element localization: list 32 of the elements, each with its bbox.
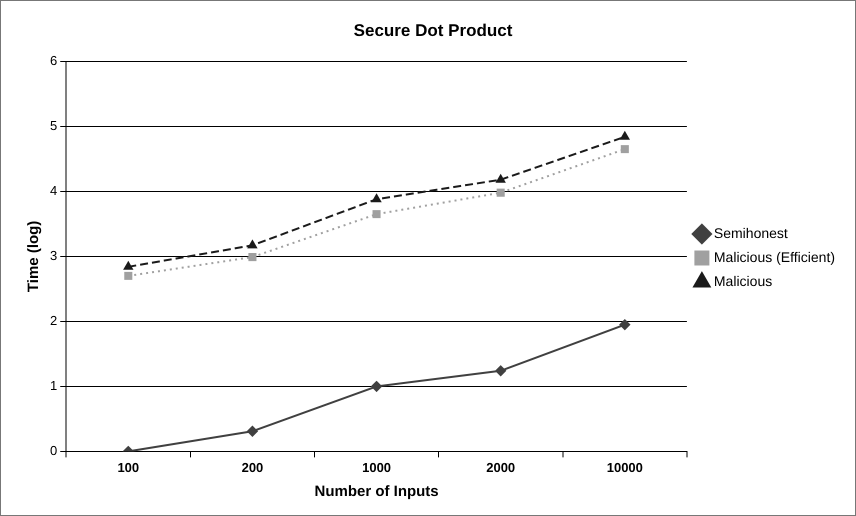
y-tick-label: 0 xyxy=(50,442,58,458)
point xyxy=(246,426,258,437)
x-tick-label: 200 xyxy=(242,460,264,475)
x-tick-label: 10000 xyxy=(606,460,643,475)
chart-title: Secure Dot Product xyxy=(354,20,513,40)
point xyxy=(124,272,132,280)
point xyxy=(372,194,382,202)
point xyxy=(371,380,382,392)
y-tick-label: 4 xyxy=(50,182,58,198)
point xyxy=(496,174,506,183)
point xyxy=(620,131,630,140)
point xyxy=(248,253,256,262)
x-tick-label: 1000 xyxy=(362,460,392,475)
point xyxy=(248,240,258,248)
y-tick-label: 5 xyxy=(50,118,58,133)
y-tick-label: 1 xyxy=(50,378,58,393)
legend-label: Semihonest xyxy=(714,224,788,241)
x-tick-label: 2000 xyxy=(486,460,516,475)
y-axis-title: Time (log) xyxy=(25,220,42,292)
point xyxy=(496,188,505,197)
x-tick-label: 100 xyxy=(117,460,140,475)
y-tick-label: 3 xyxy=(50,248,58,263)
point xyxy=(495,365,506,376)
x-axis-title: Number of Inputs xyxy=(314,483,439,500)
y-tick-label: 6 xyxy=(50,52,58,68)
point xyxy=(619,319,630,330)
y-tick-label: 2 xyxy=(50,312,58,328)
legend-label: Malicious (Efficient) xyxy=(714,248,836,265)
legend-label: Malicious xyxy=(714,272,772,289)
point xyxy=(123,261,134,270)
point xyxy=(620,145,629,154)
point xyxy=(372,210,381,218)
